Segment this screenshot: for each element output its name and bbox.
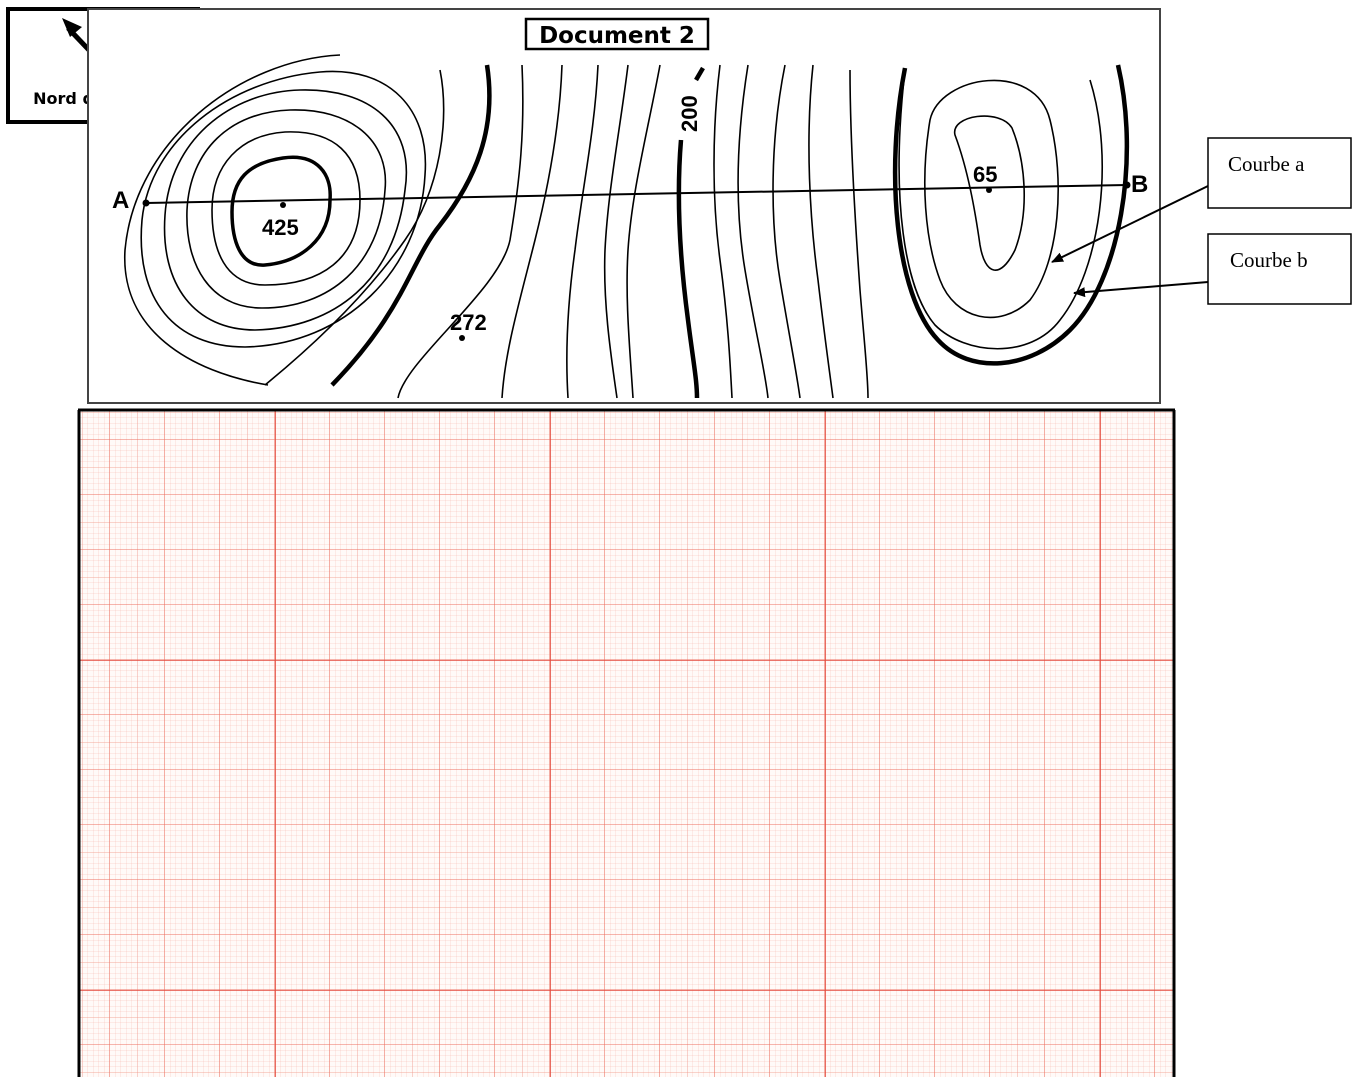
point-b-marker — [1123, 181, 1131, 189]
contour-line — [676, 139, 700, 399]
point-a-label: A — [112, 187, 129, 214]
document-title-box: Document 2 — [524, 17, 710, 51]
summit-marker — [280, 202, 286, 208]
contour-line — [230, 155, 332, 267]
contour-line — [892, 64, 1130, 366]
contour-line — [264, 69, 445, 386]
contour-line — [849, 69, 869, 399]
contour-line — [626, 64, 661, 399]
contour-altitude-label: 200 — [677, 95, 702, 132]
spot-height-marker — [459, 335, 465, 341]
contour-line — [954, 115, 1026, 271]
contour-line — [713, 64, 733, 399]
contour-line — [898, 69, 1103, 350]
callout-a: Courbe a — [1207, 137, 1352, 209]
contour-line — [603, 64, 629, 399]
topographic-map: Document 2 — [87, 8, 1161, 404]
summit-altitude-label: 425 — [262, 215, 299, 240]
contour-line — [924, 79, 1059, 319]
point-a-marker — [142, 199, 150, 207]
contour-line — [566, 64, 599, 399]
document-title: Document 2 — [539, 23, 695, 49]
callout-a-arrow — [1051, 185, 1209, 263]
callout-b: Courbe b — [1207, 233, 1352, 305]
contour-lines — [124, 54, 1130, 399]
contour-line — [772, 64, 801, 399]
profile-line — [145, 184, 1128, 204]
spot-altitude-label: 272 — [450, 310, 487, 335]
contour-line — [501, 64, 563, 399]
contour-line — [186, 109, 387, 309]
contour-line — [330, 64, 492, 387]
contour-line — [124, 54, 341, 386]
callout-a-label: Courbe a — [1228, 152, 1305, 176]
depression-marker — [986, 187, 992, 193]
contour-line — [140, 70, 427, 348]
contour-line — [694, 66, 705, 82]
callout-b-label: Courbe b — [1230, 248, 1308, 272]
contour-line — [808, 64, 834, 399]
contour-line — [397, 64, 524, 399]
contour-line — [211, 131, 361, 286]
graph-paper — [77, 408, 1176, 1077]
depression-altitude-label: 65 — [973, 162, 997, 187]
point-b-label: B — [1131, 171, 1148, 198]
contour-line — [737, 64, 769, 399]
contour-line — [163, 89, 408, 331]
callout-b-arrow — [1073, 281, 1209, 298]
